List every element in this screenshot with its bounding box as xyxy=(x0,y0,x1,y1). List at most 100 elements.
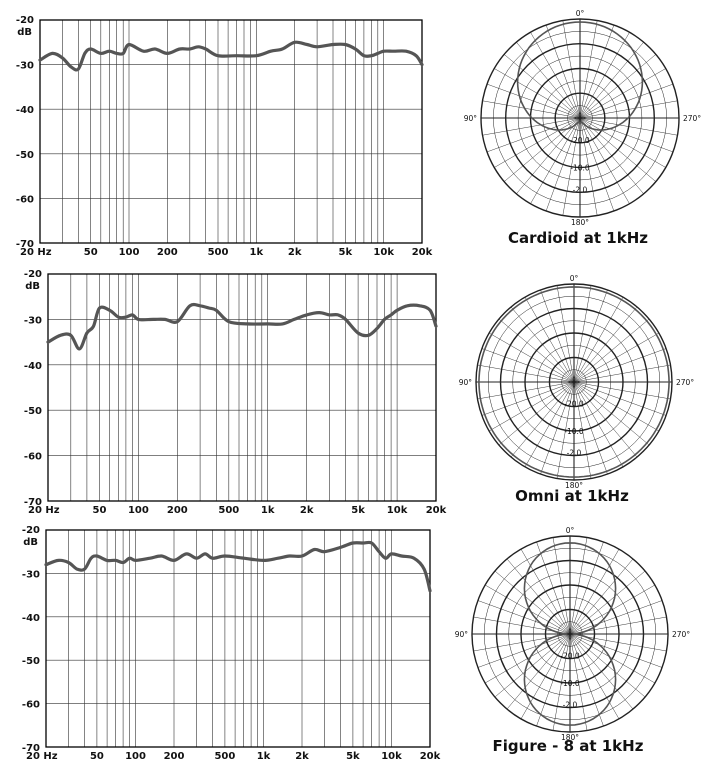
polar-spoke xyxy=(573,381,660,432)
polar-spoke xyxy=(540,289,575,383)
polar-plot: 0° 90° 270° 180° -20.0 -10.0 -2.0 xyxy=(455,526,691,742)
polar-spoke xyxy=(516,42,581,119)
polar-ring-label: -2.0 xyxy=(573,185,588,194)
polar-spoke xyxy=(569,541,604,635)
polar-spoke xyxy=(524,296,575,383)
x-tick-label: 50 xyxy=(93,505,107,516)
polar-spoke xyxy=(579,24,615,119)
polar-spoke xyxy=(536,633,571,727)
polar-plot: 0° 90° 270° 180° -20.0 -10.0 -2.0 xyxy=(459,274,695,490)
polar-spoke xyxy=(488,381,575,432)
polar-spoke xyxy=(573,318,650,383)
polar-spoke xyxy=(579,117,644,194)
polar-spoke xyxy=(579,117,674,153)
polar-spoke xyxy=(482,100,581,119)
polar-label-0: 0° xyxy=(570,274,579,283)
x-tick-label: 50 xyxy=(84,247,98,258)
polar-spoke xyxy=(530,117,581,204)
x-tick-label: 100 xyxy=(125,751,146,762)
y-tick-label: -70 xyxy=(22,743,40,754)
polar-spoke xyxy=(530,32,581,119)
polar-spoke xyxy=(481,381,575,416)
x-tick-label: 100 xyxy=(128,505,149,516)
polar-spoke xyxy=(573,296,624,383)
polar-spoke xyxy=(569,633,588,731)
response-curve xyxy=(44,540,432,593)
polar-pattern xyxy=(523,542,617,726)
x-tick-label: 500 xyxy=(218,505,239,516)
polar-spoke xyxy=(556,285,575,383)
y-tick-label: -50 xyxy=(24,406,42,417)
polar-spoke xyxy=(506,558,571,635)
y-tick-label: -30 xyxy=(22,569,40,580)
polar-spoke xyxy=(579,32,630,119)
polar-spoke xyxy=(520,633,571,720)
x-tick-label: 10k xyxy=(387,505,408,516)
polar-spoke xyxy=(573,348,667,383)
x-tick-label: 5k xyxy=(346,751,360,762)
y-tick-label: -50 xyxy=(22,656,40,667)
polar-spoke xyxy=(569,584,656,635)
polar-spoke xyxy=(494,570,571,635)
polar-ring-label: -20.0 xyxy=(560,652,580,661)
polar-spoke xyxy=(579,100,678,119)
y-tick-label: -40 xyxy=(24,361,42,372)
y-tick-label: -70 xyxy=(16,239,34,250)
omni-panel: -20 -30 -40 -50 -60 -70 dB 20 Hz 50 100 200 500 1k 2k… xyxy=(24,269,695,516)
polar-spoke xyxy=(573,285,592,383)
polar-spoke xyxy=(569,633,604,727)
polar-spoke xyxy=(484,584,571,635)
x-tick-label: 100 xyxy=(119,247,140,258)
y-tick-label: -30 xyxy=(24,315,42,326)
plot-frame xyxy=(45,529,431,748)
y-tick-label: -70 xyxy=(24,497,42,508)
y-unit-label: dB xyxy=(17,27,32,38)
x-tick-label: 1k xyxy=(261,505,275,516)
polar-spoke xyxy=(579,117,678,136)
polar-label-90: 90° xyxy=(455,630,469,639)
polar-spoke xyxy=(569,537,588,635)
x-tick-label: 500 xyxy=(208,247,229,258)
polar-spoke xyxy=(573,332,660,383)
polar-spoke xyxy=(579,83,674,119)
polar-spoke xyxy=(552,537,571,635)
polar-label-0: 0° xyxy=(566,526,575,535)
polar-spoke xyxy=(506,633,571,710)
polar-spoke xyxy=(573,381,608,475)
polar-spoke xyxy=(477,364,575,383)
polar-spoke xyxy=(536,541,571,635)
polar-spoke xyxy=(486,83,581,119)
x-tick-label: 200 xyxy=(157,247,178,258)
polar-label-0: 0° xyxy=(576,9,585,18)
x-tick-label: 200 xyxy=(164,751,185,762)
polar-label-180: 180° xyxy=(571,218,589,227)
polar-spoke xyxy=(545,24,581,119)
polar-spoke xyxy=(510,306,575,383)
polar-spoke xyxy=(569,633,646,698)
x-tick-label: 1k xyxy=(257,751,271,762)
polar-spoke xyxy=(524,381,575,468)
polar-spoke xyxy=(477,381,575,400)
x-tick-label: 10k xyxy=(373,247,394,258)
polar-spoke xyxy=(579,54,656,119)
polar-label-270: 270° xyxy=(676,378,694,387)
pattern-caption: Figure - 8 at 1kHz xyxy=(493,737,644,755)
polar-spoke xyxy=(562,20,581,119)
y-tick-label: -20 xyxy=(16,15,34,26)
y-tick-label: -50 xyxy=(16,150,34,161)
polar-spoke xyxy=(579,42,644,119)
polar-spoke xyxy=(569,558,634,635)
polar-spoke xyxy=(579,117,598,216)
x-tick-label: 20 Hz xyxy=(28,505,60,516)
polar-spoke xyxy=(573,381,650,446)
polar-label-90: 90° xyxy=(464,114,478,123)
polar-spoke xyxy=(498,381,575,446)
polar-spoke xyxy=(498,318,575,383)
polar-spoke xyxy=(540,381,575,475)
polar-spoke xyxy=(579,68,666,119)
polar-spoke xyxy=(569,548,620,635)
x-tick-label: 5k xyxy=(338,247,352,258)
polar-label-90: 90° xyxy=(459,378,473,387)
polar-spoke xyxy=(484,633,571,684)
polar-spoke xyxy=(569,633,634,710)
